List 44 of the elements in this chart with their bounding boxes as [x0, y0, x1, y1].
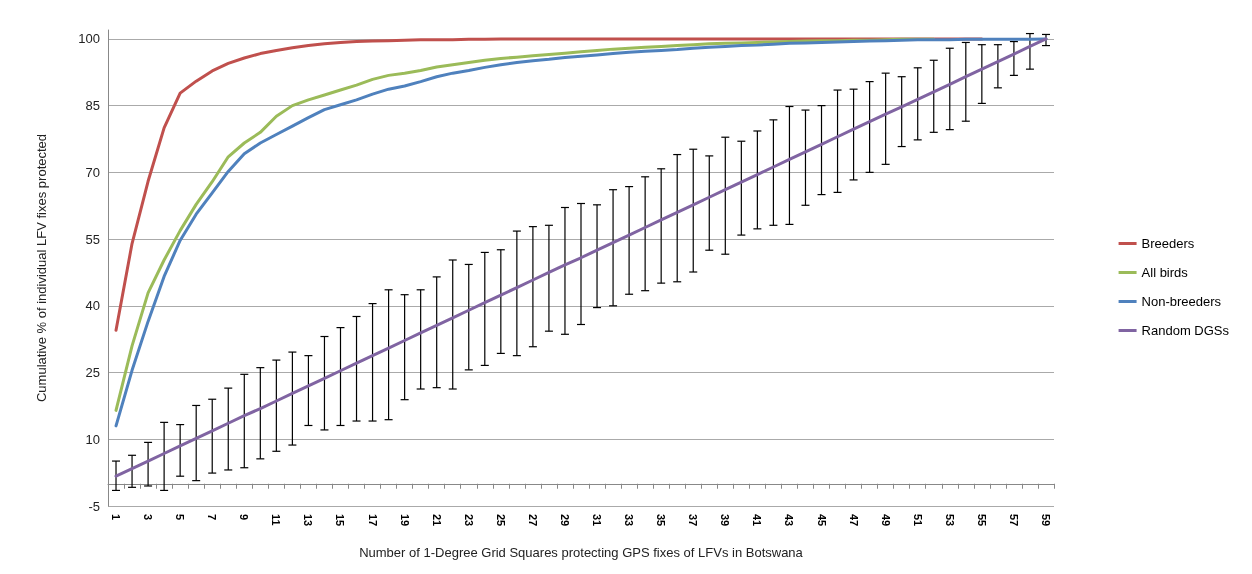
y-tick-label: 85 — [85, 98, 100, 114]
legend-label: Random DGSs — [1141, 323, 1230, 338]
legend-label: All birds — [1141, 265, 1189, 280]
y-tick-label: 55 — [85, 231, 100, 247]
x-tick-label: 25 — [494, 514, 507, 527]
x-tick-label: 55 — [975, 514, 988, 527]
x-tick-label: 51 — [911, 514, 924, 527]
y-tick-label: -5 — [88, 498, 100, 514]
y-tick-label: 70 — [85, 164, 100, 180]
x-tick-label: 5 — [174, 514, 187, 521]
y-tick-label: 100 — [78, 31, 100, 47]
y-tick-label: 10 — [85, 431, 100, 447]
x-tick-label: 11 — [270, 514, 283, 526]
x-tick-label: 9 — [238, 514, 251, 521]
x-tick-label: 13 — [302, 514, 315, 527]
x-tick-label: 57 — [1007, 514, 1020, 527]
x-tick-label: 53 — [943, 514, 956, 527]
x-tick-label: 15 — [334, 514, 347, 527]
x-tick-label: 19 — [398, 514, 411, 527]
y-tick-label: 25 — [85, 365, 100, 381]
y-tick-label: 40 — [85, 298, 100, 314]
x-tick-label: 33 — [623, 514, 636, 527]
x-tick-label: 45 — [815, 514, 828, 527]
x-tick-label: 37 — [687, 514, 700, 527]
x-tick-label: 21 — [430, 514, 443, 527]
legend-label: Breeders — [1141, 236, 1195, 251]
x-tick-label: 29 — [558, 514, 571, 527]
x-tick-label: 49 — [879, 514, 892, 527]
x-tick-label: 43 — [783, 514, 796, 527]
x-tick-label: 23 — [462, 514, 475, 527]
x-tick-label: 1 — [110, 514, 123, 521]
x-tick-label: 47 — [847, 514, 860, 527]
legend-label: Non-breeders — [1141, 294, 1222, 309]
x-tick-label: 31 — [591, 514, 604, 527]
x-tick-label: 59 — [1039, 514, 1052, 527]
x-tick-label: 35 — [655, 514, 668, 527]
x-tick-label: 39 — [719, 514, 732, 527]
x-tick-label: 41 — [751, 514, 764, 527]
x-tick-label: 17 — [366, 514, 379, 527]
y-axis-title: Cumulative % of individual LFV fixes protected — [34, 133, 49, 403]
x-tick-label: 3 — [142, 514, 155, 521]
x-axis-title: Number of 1-Degree Grid Squares protecting GPS fixes of LFVs in Botswana — [359, 545, 804, 560]
x-tick-label: 7 — [206, 514, 219, 521]
x-tick-label: 27 — [526, 514, 539, 527]
